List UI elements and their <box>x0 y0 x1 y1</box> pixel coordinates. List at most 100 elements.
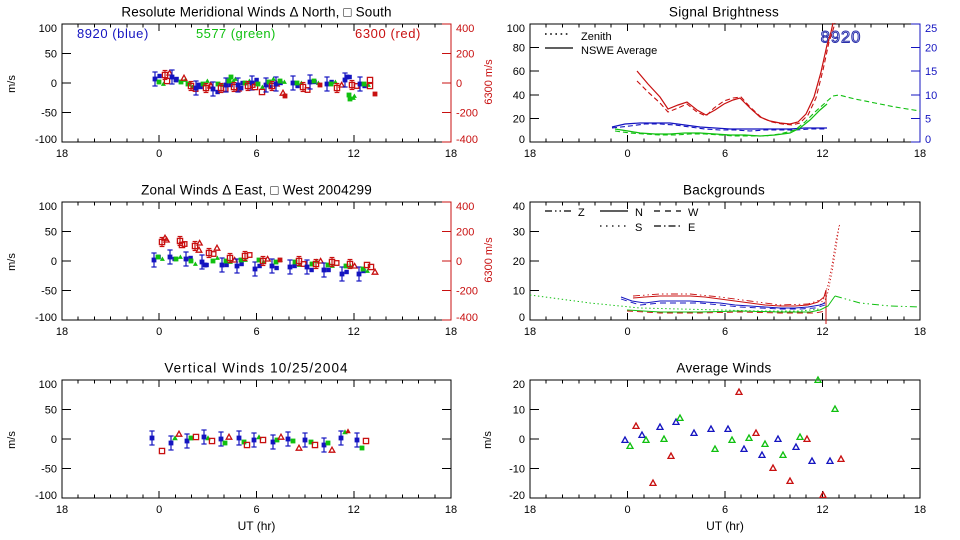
svg-text:15: 15 <box>925 66 937 78</box>
svg-text:18: 18 <box>56 326 68 338</box>
svg-text:0: 0 <box>51 256 57 268</box>
svg-text:200: 200 <box>456 49 474 61</box>
svg-text:100: 100 <box>39 379 57 391</box>
svg-text:0: 0 <box>519 434 525 446</box>
svg-text:6: 6 <box>722 326 728 338</box>
svg-text:18: 18 <box>445 504 457 516</box>
svg-text:m/s: m/s <box>6 431 18 449</box>
svg-text:-50: -50 <box>41 108 57 120</box>
svg-text:12: 12 <box>816 504 828 516</box>
svg-text:5577 (green): 5577 (green) <box>196 26 276 41</box>
svg-text:0: 0 <box>925 134 931 146</box>
svg-text:-50: -50 <box>41 286 57 298</box>
svg-text:18: 18 <box>524 504 536 516</box>
svg-text:-200: -200 <box>456 286 478 298</box>
svg-text:-100: -100 <box>35 312 57 324</box>
svg-text:400: 400 <box>456 201 474 213</box>
svg-text:50: 50 <box>45 49 57 61</box>
svg-text:Zonal Winds Δ East, □ West 200: Zonal Winds Δ East, □ West 2004299 <box>141 183 372 198</box>
svg-text:NSWE Average: NSWE Average <box>581 45 657 57</box>
svg-text:0: 0 <box>51 434 57 446</box>
svg-text:25: 25 <box>925 23 937 35</box>
svg-text:m/s: m/s <box>6 75 18 93</box>
svg-text:0: 0 <box>624 504 630 516</box>
svg-text:0: 0 <box>519 134 525 146</box>
svg-text:0: 0 <box>156 326 162 338</box>
svg-text:-10: -10 <box>509 464 525 476</box>
svg-text:40: 40 <box>513 90 525 102</box>
svg-text:Average Winds: Average Winds <box>676 361 771 376</box>
svg-text:-200: -200 <box>456 108 478 120</box>
svg-text:Signal Brightness: Signal Brightness <box>669 5 779 20</box>
svg-text:12: 12 <box>348 326 360 338</box>
svg-text:N: N <box>635 207 643 219</box>
svg-text:5: 5 <box>925 113 931 125</box>
svg-text:12: 12 <box>816 148 828 160</box>
svg-text:10: 10 <box>513 405 525 417</box>
svg-text:6300 m/s: 6300 m/s <box>483 237 495 283</box>
svg-text:400: 400 <box>456 23 474 35</box>
svg-text:100: 100 <box>39 201 57 213</box>
svg-text:-400: -400 <box>456 312 478 324</box>
svg-text:6: 6 <box>253 326 259 338</box>
svg-text:18: 18 <box>524 326 536 338</box>
svg-text:0: 0 <box>624 148 630 160</box>
svg-text:18: 18 <box>914 326 926 338</box>
svg-text:50: 50 <box>45 227 57 239</box>
svg-text:0: 0 <box>456 256 462 268</box>
svg-text:60: 60 <box>513 66 525 78</box>
svg-text:m/s: m/s <box>482 431 494 449</box>
svg-text:Zenith: Zenith <box>581 31 612 43</box>
svg-text:12: 12 <box>816 326 828 338</box>
svg-text:20: 20 <box>513 379 525 391</box>
svg-text:18: 18 <box>445 148 457 160</box>
svg-text:Backgrounds: Backgrounds <box>683 183 765 198</box>
svg-text:0: 0 <box>51 78 57 90</box>
svg-text:100: 100 <box>507 23 525 35</box>
svg-text:S: S <box>635 222 642 234</box>
svg-text:6: 6 <box>722 148 728 160</box>
svg-text:Z: Z <box>578 207 585 219</box>
svg-text:E: E <box>688 222 695 234</box>
svg-text:100: 100 <box>39 23 57 35</box>
svg-text:0: 0 <box>156 504 162 516</box>
svg-text:80: 80 <box>513 43 525 55</box>
svg-text:0: 0 <box>156 148 162 160</box>
svg-text:20: 20 <box>513 113 525 125</box>
svg-text:0: 0 <box>519 312 525 324</box>
svg-text:18: 18 <box>56 504 68 516</box>
svg-text:18: 18 <box>445 326 457 338</box>
svg-text:18: 18 <box>56 148 68 160</box>
svg-text:m/s: m/s <box>6 253 18 271</box>
svg-text:12: 12 <box>348 148 360 160</box>
svg-text:10: 10 <box>925 90 937 102</box>
svg-text:30: 30 <box>513 227 525 239</box>
svg-text:-100: -100 <box>35 134 57 146</box>
svg-text:0: 0 <box>624 326 630 338</box>
svg-text:-20: -20 <box>509 490 525 502</box>
svg-text:18: 18 <box>914 148 926 160</box>
svg-text:18: 18 <box>914 504 926 516</box>
svg-text:UT (hr): UT (hr) <box>238 519 276 533</box>
svg-text:6: 6 <box>253 504 259 516</box>
svg-text:18: 18 <box>524 148 536 160</box>
svg-text:W: W <box>688 207 699 219</box>
svg-text:6300 (red): 6300 (red) <box>355 26 421 41</box>
svg-text:0: 0 <box>456 78 462 90</box>
svg-text:40: 40 <box>513 201 525 213</box>
svg-text:UT (hr): UT (hr) <box>706 519 744 533</box>
svg-text:50: 50 <box>45 405 57 417</box>
svg-text:6: 6 <box>253 148 259 160</box>
svg-text:-100: -100 <box>35 490 57 502</box>
svg-text:20: 20 <box>513 256 525 268</box>
svg-text:12: 12 <box>348 504 360 516</box>
svg-text:200: 200 <box>456 227 474 239</box>
svg-text:8920 (blue): 8920 (blue) <box>77 26 149 41</box>
svg-text:Resolute Meridional Winds Δ No: Resolute Meridional Winds Δ North, □ Sou… <box>121 5 391 20</box>
svg-text:-400: -400 <box>456 134 478 146</box>
svg-text:6: 6 <box>722 504 728 516</box>
svg-text:10: 10 <box>513 286 525 298</box>
svg-text:20: 20 <box>925 43 937 55</box>
svg-text:Vertical Winds 10/25/2004: Vertical Winds 10/25/2004 <box>164 361 348 376</box>
svg-text:6300 m/s: 6300 m/s <box>483 59 495 105</box>
